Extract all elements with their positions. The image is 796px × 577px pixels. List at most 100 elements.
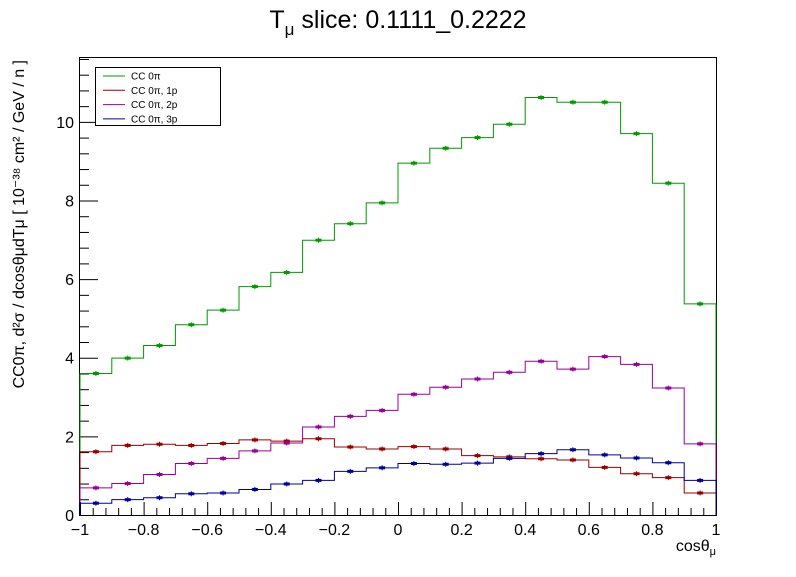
series-3-point xyxy=(569,367,576,371)
legend-label-1: CC 0π xyxy=(131,72,161,83)
x-tick-label: 0.4 xyxy=(514,522,536,539)
y-tick-label: 10 xyxy=(56,115,74,132)
series-3-point xyxy=(442,385,449,389)
series-1-point xyxy=(538,95,545,99)
series-1-point xyxy=(283,270,290,274)
series-4-point xyxy=(697,478,704,482)
series-1-point xyxy=(665,181,672,185)
series-1-point xyxy=(474,136,481,140)
series-4-point xyxy=(442,462,449,466)
series-2-point xyxy=(665,476,672,480)
series-4-point xyxy=(601,453,608,457)
series-2-point xyxy=(601,465,608,469)
series-4-point xyxy=(379,466,386,470)
series-4-point xyxy=(156,496,163,500)
series-2-point xyxy=(188,443,195,447)
series-1-point xyxy=(442,146,449,150)
series-3-point xyxy=(347,414,354,418)
series-2-point xyxy=(124,443,131,447)
x-tick-label: −0.6 xyxy=(191,522,223,539)
series-1-point xyxy=(315,238,322,242)
legend-label-3: CC 0π, 2p xyxy=(131,100,178,111)
series-3-point xyxy=(633,362,640,366)
series-3-point xyxy=(283,441,290,445)
series-1-point xyxy=(379,201,386,205)
series-line-1 xyxy=(79,96,717,515)
series-4-point xyxy=(251,487,258,491)
legend: CC 0π CC 0π, 1p CC 0π, 2p CC 0π, 3p xyxy=(95,67,221,126)
series-1-point xyxy=(156,344,163,348)
series-2-point xyxy=(474,454,481,458)
series-4-point xyxy=(410,461,417,465)
series-3-point xyxy=(92,486,99,490)
series-3-point xyxy=(538,359,545,363)
y-tick-label: 4 xyxy=(65,351,74,368)
series-1-point xyxy=(220,308,227,312)
series-2-point xyxy=(315,437,322,441)
series-3-point xyxy=(188,461,195,465)
series-4-point xyxy=(124,498,131,502)
series-line-2 xyxy=(79,438,717,515)
series-4-point xyxy=(665,461,672,465)
series-line-4 xyxy=(79,449,717,515)
x-tick-label: −1 xyxy=(71,522,89,539)
series-4-point xyxy=(315,478,322,482)
chart-title-main: T xyxy=(269,6,284,34)
series-3-point xyxy=(665,386,672,390)
series-2-point xyxy=(251,438,258,442)
y-tick-label: 0 xyxy=(65,508,74,525)
series-4-point xyxy=(92,501,99,505)
x-tick-label: −0.4 xyxy=(255,522,287,539)
x-tick-label: −0.8 xyxy=(128,522,160,539)
series-1-point xyxy=(697,302,704,306)
legend-box xyxy=(95,67,221,126)
series-1-point xyxy=(92,371,99,375)
series-1-point xyxy=(347,222,354,226)
x-axis-title: cosθμ xyxy=(676,538,716,558)
series-4-point xyxy=(474,461,481,465)
series-2-point xyxy=(633,472,640,476)
x-tick-label: 0 xyxy=(394,522,403,539)
series-3-point xyxy=(506,370,513,374)
series-1-point xyxy=(506,122,513,126)
series-1-point xyxy=(188,323,195,327)
series-4-point xyxy=(188,492,195,496)
series-2-point xyxy=(220,441,227,445)
y-axis-title: CC0π, d²σ / dcosθμdTμ [ 10⁻³⁸ cm² / GeV … xyxy=(11,60,28,388)
y-tick-label: 2 xyxy=(65,429,74,446)
series-2-point xyxy=(442,447,449,451)
series-3-point xyxy=(124,482,131,486)
series-3-point xyxy=(156,473,163,477)
series-3-point xyxy=(474,377,481,381)
x-tick-label: −0.2 xyxy=(319,522,351,539)
y-tick-label: 8 xyxy=(65,193,74,210)
series-2-point xyxy=(538,457,545,461)
series-4-point xyxy=(283,482,290,486)
series-4-point xyxy=(633,456,640,460)
series-2-point xyxy=(92,450,99,454)
chart-title: Tμ slice: 0.1111_0.2222 xyxy=(269,6,526,39)
series-3-point xyxy=(601,355,608,359)
series-1-point xyxy=(410,161,417,165)
series-3-point xyxy=(410,392,417,396)
chart-title-rest: slice: 0.1111_0.2222 xyxy=(294,6,526,34)
series-1-point xyxy=(633,132,640,136)
series-layer xyxy=(79,94,717,515)
series-4-point xyxy=(569,448,576,452)
series-2-point xyxy=(347,445,354,449)
series-line-3 xyxy=(79,356,717,515)
series-3-point xyxy=(315,425,322,429)
series-3-point xyxy=(251,449,258,453)
series-2-point xyxy=(410,445,417,449)
series-1-point xyxy=(569,100,576,104)
series-4-point xyxy=(347,469,354,473)
plot-frame xyxy=(79,57,717,516)
series-4-point xyxy=(220,491,227,495)
series-2-point xyxy=(697,491,704,495)
series-4-point xyxy=(506,456,513,460)
legend-label-4: CC 0π, 3p xyxy=(131,114,178,125)
series-2-point xyxy=(569,458,576,462)
